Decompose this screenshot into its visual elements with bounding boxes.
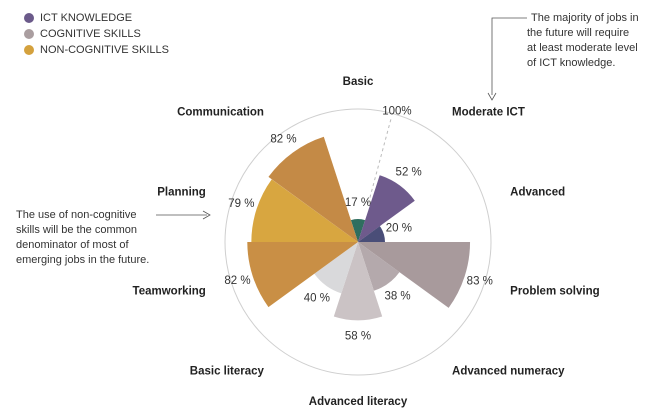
outer-ring: [224, 108, 492, 376]
category-label: Planning: [157, 187, 206, 199]
category-label: Moderate ICT: [452, 107, 525, 119]
category-label: Advanced: [510, 187, 565, 199]
category-label: Advanced numeracy: [452, 365, 565, 377]
value-label: 52 %: [396, 166, 422, 178]
value-label: 83 %: [467, 276, 493, 288]
value-label: 40 %: [304, 293, 330, 305]
value-label: 82 %: [270, 134, 296, 146]
sector: [358, 242, 400, 291]
sector: [247, 242, 358, 308]
annotation-arrowhead: [202, 210, 211, 220]
sector: [358, 175, 415, 242]
category-label: Problem solving: [510, 285, 599, 297]
sector: [268, 136, 358, 242]
category-label: Basic literacy: [190, 365, 265, 377]
sector: [350, 219, 366, 242]
r-tick-line: [367, 119, 392, 204]
legend-swatch: [24, 29, 34, 39]
value-label: 38 %: [384, 290, 410, 302]
r-tick-label: 100%: [382, 106, 411, 118]
sector: [251, 179, 358, 242]
legend-swatch: [24, 13, 34, 23]
category-label: Teamworking: [133, 285, 206, 297]
value-label: 58 %: [345, 330, 371, 342]
sector: [358, 242, 471, 308]
legend-swatch: [24, 45, 34, 55]
value-label: 17 %: [345, 197, 371, 209]
annotation: the future will require: [527, 27, 629, 39]
annotation-arrowhead: [487, 92, 497, 101]
sector: [314, 242, 358, 294]
sector: [358, 226, 385, 242]
legend-label: ICT KNOWLEDGE: [40, 12, 132, 24]
legend-label: COGNITIVE SKILLS: [40, 28, 141, 40]
annotation: The use of non-cognitive: [16, 209, 136, 221]
value-label: 20 %: [386, 223, 412, 235]
sector: [333, 242, 383, 321]
category-label: Basic: [343, 76, 374, 88]
value-label: 79 %: [228, 198, 254, 210]
annotation: The majority of jobs in: [531, 12, 639, 24]
annotation: of ICT knowledge.: [527, 57, 615, 69]
value-label: 82 %: [224, 275, 250, 287]
annotation: skills will be the common: [16, 224, 137, 236]
category-label: Communication: [177, 107, 264, 119]
annotation-arrow: [491, 17, 527, 95]
annotation: denominator of most of: [16, 239, 129, 251]
annotation: at least moderate level: [527, 42, 638, 54]
legend-label: NON-COGNITIVE SKILLS: [40, 44, 169, 56]
category-label: Advanced literacy: [309, 396, 408, 408]
annotation: emerging jobs in the future.: [16, 254, 149, 266]
